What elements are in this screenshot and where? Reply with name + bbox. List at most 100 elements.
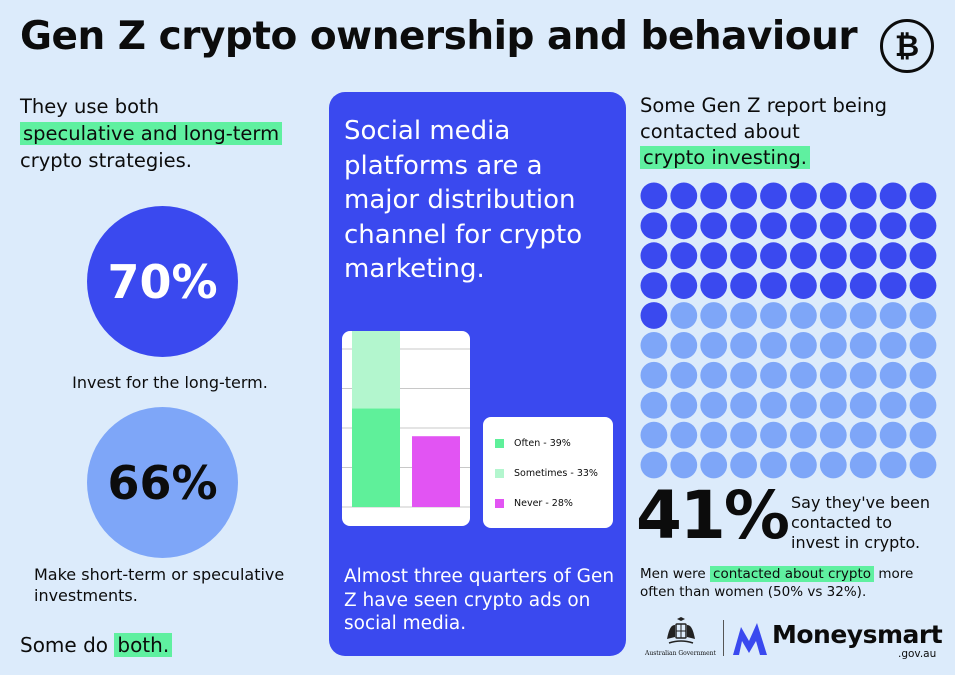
dot-not-contacted — [640, 332, 668, 359]
stat-circle-long-term: 70% — [87, 206, 238, 357]
stat-long-term-value: 70% — [107, 254, 218, 309]
dot-not-contacted — [819, 391, 847, 419]
legend-label-often: Often - 39% — [514, 437, 571, 449]
both-line-pre: Some do — [20, 633, 109, 657]
dot-contacted — [640, 182, 668, 210]
dot-contacted — [700, 242, 728, 270]
dot-contacted — [879, 242, 907, 270]
dot-contacted — [819, 212, 847, 240]
bitcoin-icon: ₿ — [880, 19, 934, 73]
dot-contacted — [849, 242, 877, 270]
contacted-caption: Say they've been contacted to invest in … — [791, 493, 931, 552]
gender-note-pre: Men were — [640, 566, 706, 582]
stat-speculative-value: 66% — [107, 455, 218, 510]
dot-not-contacted — [879, 451, 907, 479]
legend-item-never: Never - 28% — [495, 497, 573, 509]
government-label: Australian Government — [645, 650, 716, 657]
dot-not-contacted — [790, 451, 817, 479]
dot-contacted — [909, 182, 937, 210]
dot-not-contacted — [760, 332, 787, 359]
contacted-dot-grid — [640, 182, 937, 479]
dot-not-contacted — [879, 332, 907, 359]
both-line: Some do both. — [20, 633, 173, 657]
dot-not-contacted — [879, 361, 907, 389]
dot-not-contacted — [879, 421, 907, 449]
dot-contacted — [879, 272, 907, 299]
dot-not-contacted — [849, 302, 877, 329]
dot-not-contacted — [700, 451, 728, 479]
dot-contacted — [819, 272, 847, 299]
dot-not-contacted — [640, 421, 668, 449]
dot-not-contacted — [670, 421, 698, 449]
dot-contacted — [849, 272, 877, 299]
dot-not-contacted — [909, 391, 937, 419]
legend-swatch-never — [495, 498, 504, 508]
dot-contacted — [700, 182, 728, 210]
dot-contacted — [730, 182, 757, 210]
bar-often — [352, 408, 400, 507]
dot-not-contacted — [670, 332, 698, 359]
dot-not-contacted — [670, 391, 698, 419]
page-title: Gen Z crypto ownership and behaviour — [20, 14, 858, 59]
dot-not-contacted — [730, 302, 757, 329]
dot-not-contacted — [640, 391, 668, 419]
legend-item-often: Often - 39% — [495, 437, 571, 449]
dot-not-contacted — [640, 361, 668, 389]
dot-not-contacted — [760, 361, 787, 389]
dot-contacted — [730, 212, 757, 240]
legend-label-sometimes: Sometimes - 33% — [514, 467, 598, 479]
contacted-percent: 41% — [636, 477, 790, 554]
dot-not-contacted — [849, 451, 877, 479]
ad-exposure-chart — [342, 331, 470, 526]
dot-not-contacted — [819, 302, 847, 329]
dot-not-contacted — [790, 332, 817, 359]
left-heading: They use both speculative and long-term … — [20, 93, 320, 174]
logo-divider — [723, 620, 724, 656]
dot-not-contacted — [670, 302, 698, 329]
dot-not-contacted — [760, 302, 787, 329]
dot-not-contacted — [909, 332, 937, 359]
dot-contacted — [640, 302, 668, 329]
dot-contacted — [790, 272, 817, 299]
legend-swatch-sometimes — [495, 468, 504, 478]
dot-not-contacted — [819, 332, 847, 359]
dot-not-contacted — [909, 361, 937, 389]
dot-contacted — [670, 182, 698, 210]
dot-contacted — [790, 242, 817, 270]
dot-not-contacted — [700, 332, 728, 359]
dot-not-contacted — [819, 361, 847, 389]
gender-note-post: more often than women (50% vs 32%). — [640, 566, 914, 600]
dot-not-contacted — [730, 391, 757, 419]
dot-contacted — [819, 242, 847, 270]
dot-contacted — [909, 272, 937, 299]
dot-contacted — [909, 212, 937, 240]
left-heading-highlight: speculative and long-term — [20, 122, 283, 145]
dot-not-contacted — [730, 361, 757, 389]
left-heading-post: crypto strategies. — [20, 149, 192, 172]
dot-not-contacted — [790, 361, 817, 389]
right-heading: Some Gen Z report being contacted about … — [640, 93, 940, 171]
coat-of-arms-icon — [667, 617, 695, 644]
dot-contacted — [670, 272, 698, 299]
right-heading-pre: Some Gen Z report being contacted about — [640, 94, 888, 143]
dot-not-contacted — [790, 302, 817, 329]
moneysmart-domain: .gov.au — [898, 648, 937, 660]
dot-not-contacted — [790, 421, 817, 449]
both-line-highlight: both. — [114, 633, 173, 657]
dot-contacted — [849, 212, 877, 240]
dot-not-contacted — [819, 421, 847, 449]
dot-not-contacted — [700, 302, 728, 329]
dot-not-contacted — [700, 421, 728, 449]
dot-contacted — [909, 242, 937, 270]
dot-contacted — [670, 242, 698, 270]
dot-not-contacted — [700, 391, 728, 419]
social-media-heading: Social media platforms are a major distr… — [344, 116, 583, 284]
dot-contacted — [640, 242, 668, 270]
dot-not-contacted — [819, 451, 847, 479]
dot-not-contacted — [909, 421, 937, 449]
dot-not-contacted — [640, 451, 668, 479]
legend-item-sometimes: Sometimes - 33% — [495, 467, 598, 479]
gender-note: Men were contacted about crypto more oft… — [640, 565, 940, 601]
dot-not-contacted — [909, 302, 937, 329]
dot-contacted — [879, 212, 907, 240]
